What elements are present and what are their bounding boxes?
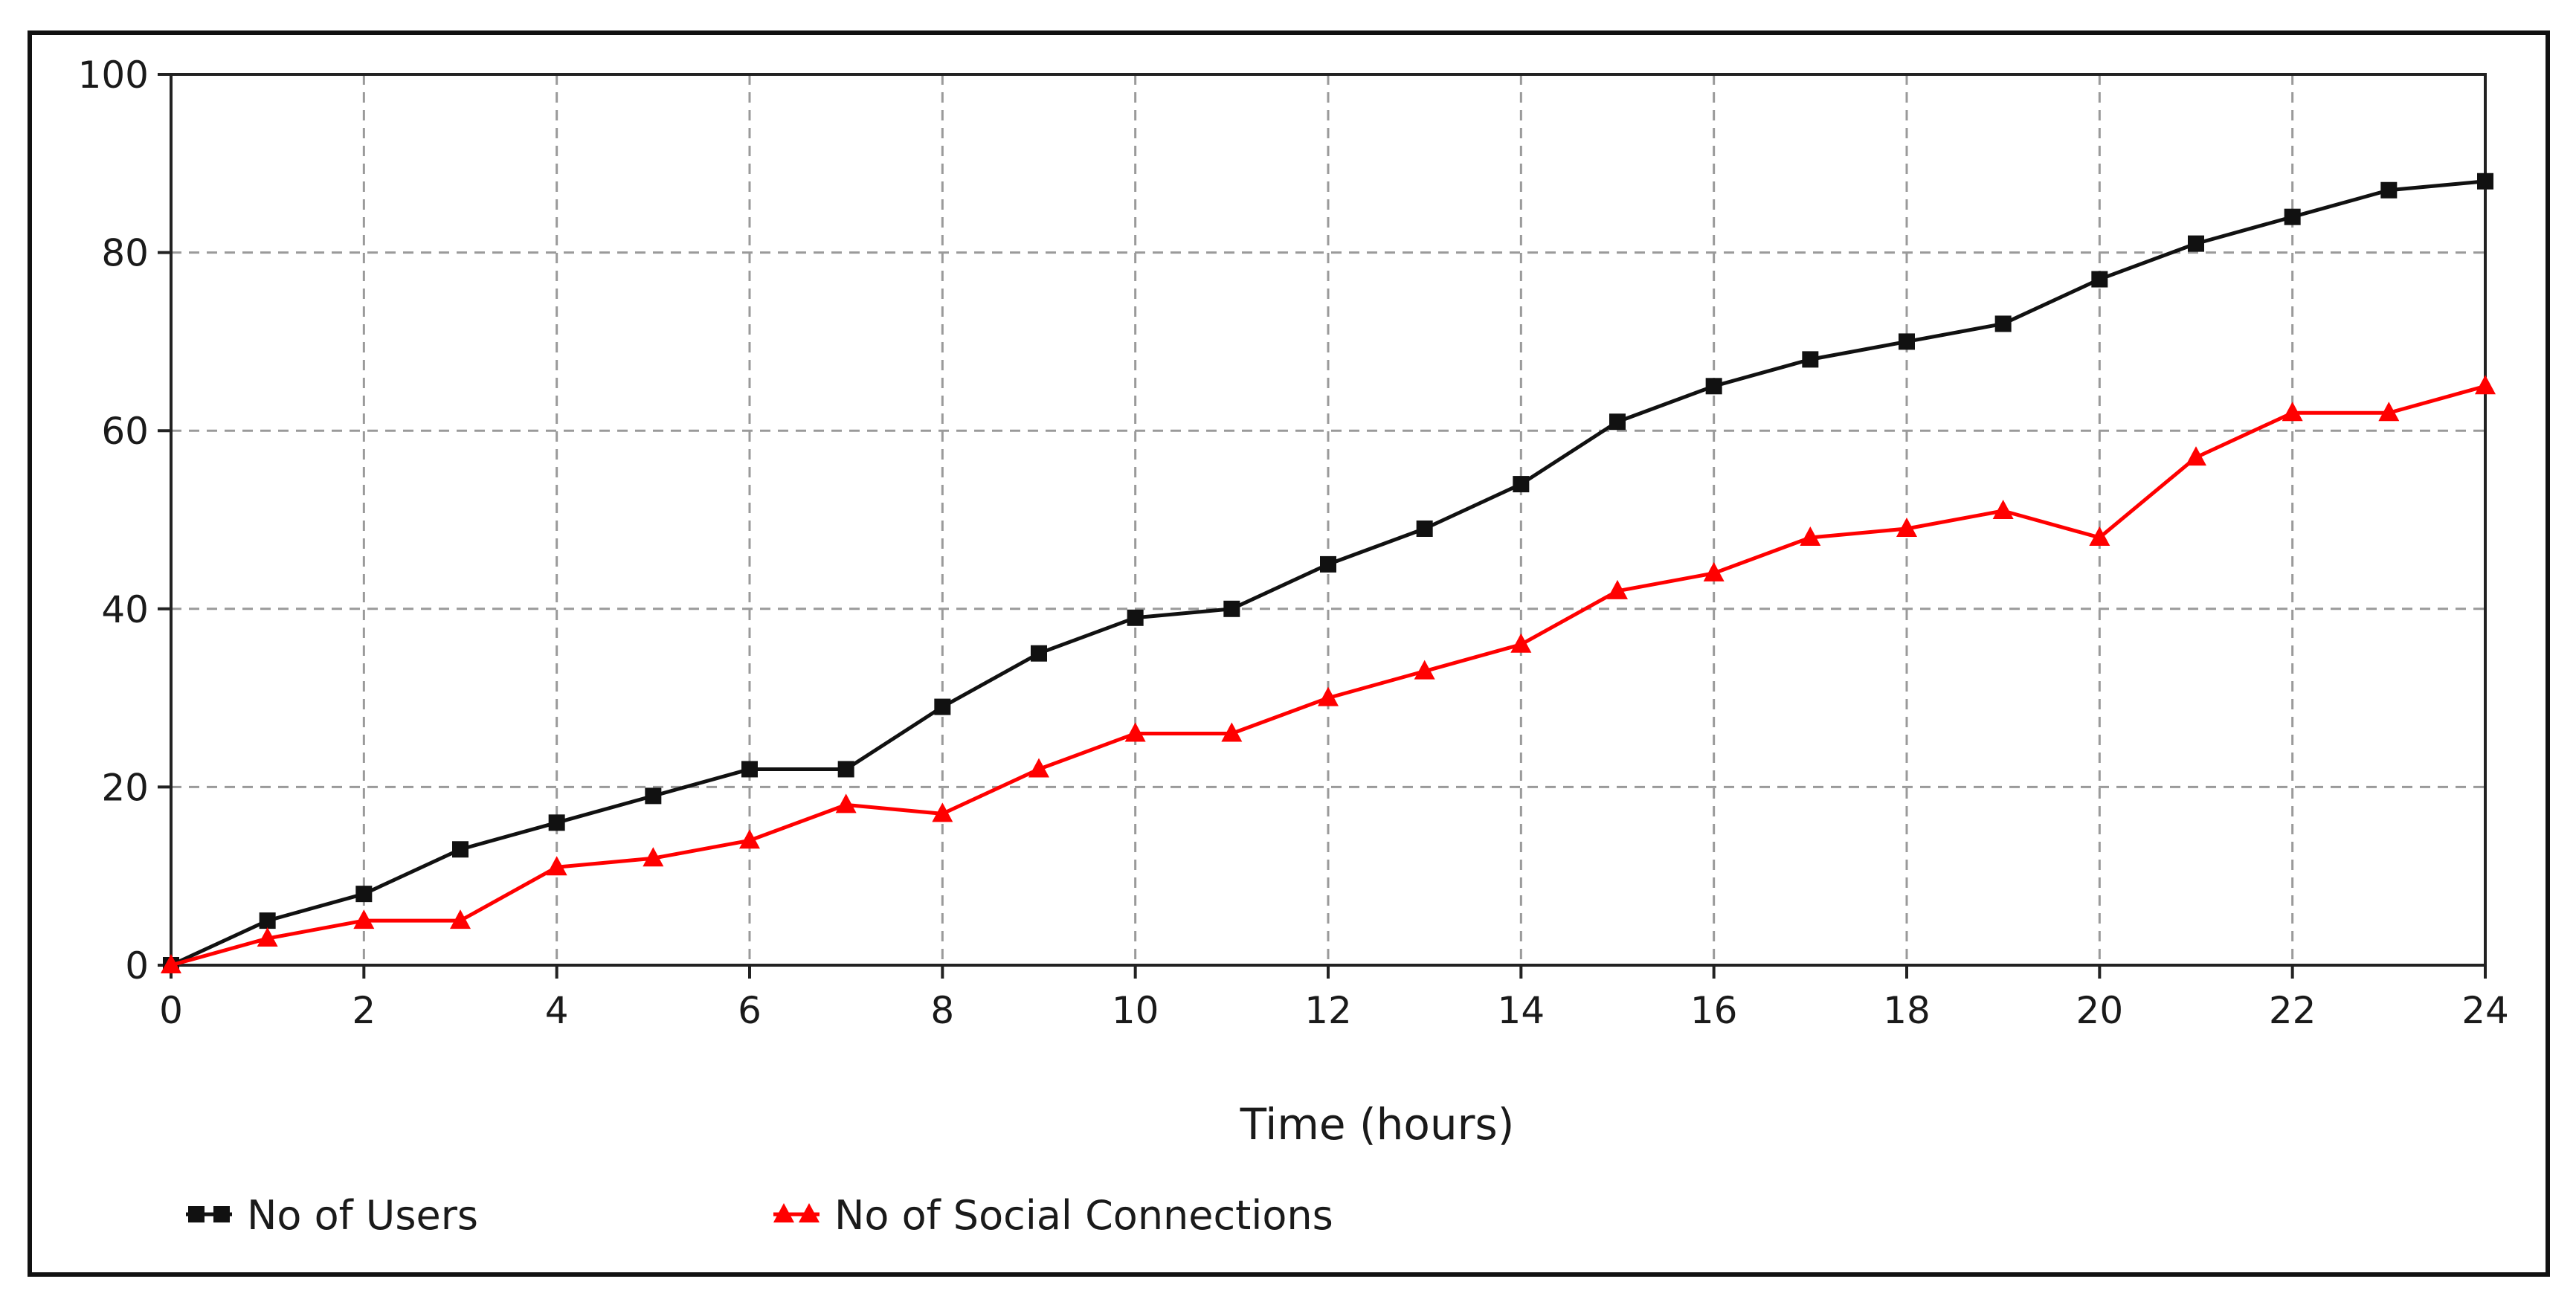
data-point [2378, 402, 2400, 422]
data-point [1414, 660, 1435, 680]
data-point [452, 841, 468, 858]
data-point [2282, 402, 2303, 422]
x-tick-label: 14 [1498, 989, 1545, 1032]
data-point [2284, 208, 2301, 225]
data-point [355, 886, 373, 903]
data-point [2380, 181, 2398, 199]
data-point [1127, 609, 1144, 626]
x-tick-label: 8 [930, 989, 954, 1032]
data-point [450, 909, 471, 929]
data-point [257, 927, 278, 947]
data-point [1221, 722, 1243, 742]
data-point [1609, 413, 1626, 431]
data-point [2186, 446, 2206, 466]
data-point [1510, 633, 1532, 653]
data-point [835, 793, 857, 813]
grid [171, 74, 2485, 965]
outer-frame [28, 30, 2550, 1277]
legend-marker [799, 1203, 820, 1222]
legend-label: No of Social Connections [834, 1192, 1333, 1239]
data-point [741, 761, 758, 778]
data-point [1124, 722, 1146, 742]
data-point [643, 847, 664, 867]
x-axis-title: Time (hours) [1240, 1099, 1515, 1150]
data-point [1705, 378, 1722, 395]
data-point [1028, 758, 1049, 778]
data-point [934, 698, 951, 715]
data-point [932, 802, 953, 822]
y-tick-label: 0 [125, 944, 149, 987]
data-point [1800, 526, 1821, 546]
data-point [2091, 271, 2108, 288]
y-tick-label: 20 [101, 766, 149, 809]
legend-marker [213, 1206, 230, 1222]
x-tick-label: 22 [2269, 989, 2316, 1032]
data-point [739, 829, 760, 849]
x-tick-label: 18 [1883, 989, 1931, 1032]
data-point [1223, 600, 1240, 617]
series-layer [161, 173, 2496, 973]
y-tick-label: 60 [101, 410, 149, 453]
data-point [353, 909, 375, 929]
x-tick-label: 12 [1304, 989, 1352, 1032]
data-point [1896, 517, 1917, 537]
data-point [1994, 315, 2012, 332]
data-point [1318, 686, 1339, 706]
data-point [837, 761, 854, 778]
data-point [1703, 561, 1725, 581]
x-tick-label: 20 [2076, 989, 2124, 1032]
data-point [2089, 526, 2110, 546]
data-point [645, 787, 662, 805]
x-tick-label: 24 [2461, 989, 2509, 1032]
legend-item: No of Social Connections [773, 1192, 1333, 1239]
data-point [1802, 351, 1819, 368]
legend-marker [773, 1203, 794, 1222]
data-point [259, 912, 276, 929]
y-tick-label: 100 [78, 54, 149, 97]
data-point [2188, 235, 2204, 252]
x-tick-label: 0 [159, 989, 183, 1032]
legend-marker [188, 1206, 205, 1222]
data-point [1320, 555, 1336, 573]
data-point [548, 814, 565, 831]
x-tick-label: 6 [738, 989, 761, 1032]
series-social-connections [161, 375, 2496, 973]
data-point [1416, 520, 1433, 537]
data-point [2475, 375, 2496, 395]
data-point [1992, 500, 2014, 520]
y-tick-label: 40 [101, 588, 149, 631]
y-tick-label: 80 [101, 232, 149, 275]
data-point [546, 856, 567, 876]
x-tick-label: 4 [545, 989, 569, 1032]
data-point [2477, 173, 2493, 190]
legend-label: No of Users [247, 1192, 478, 1239]
legend: No of Users No of Social Connections [186, 1192, 1333, 1239]
data-point [1031, 645, 1047, 662]
data-point [1899, 333, 1915, 350]
data-point [161, 954, 181, 973]
x-tick-label: 10 [1112, 989, 1159, 1032]
x-tick-label: 2 [352, 989, 376, 1032]
data-point [1607, 579, 1628, 599]
data-point [1513, 476, 1530, 493]
legend-item: No of Users [186, 1192, 478, 1239]
x-tick-label: 16 [1690, 989, 1738, 1032]
